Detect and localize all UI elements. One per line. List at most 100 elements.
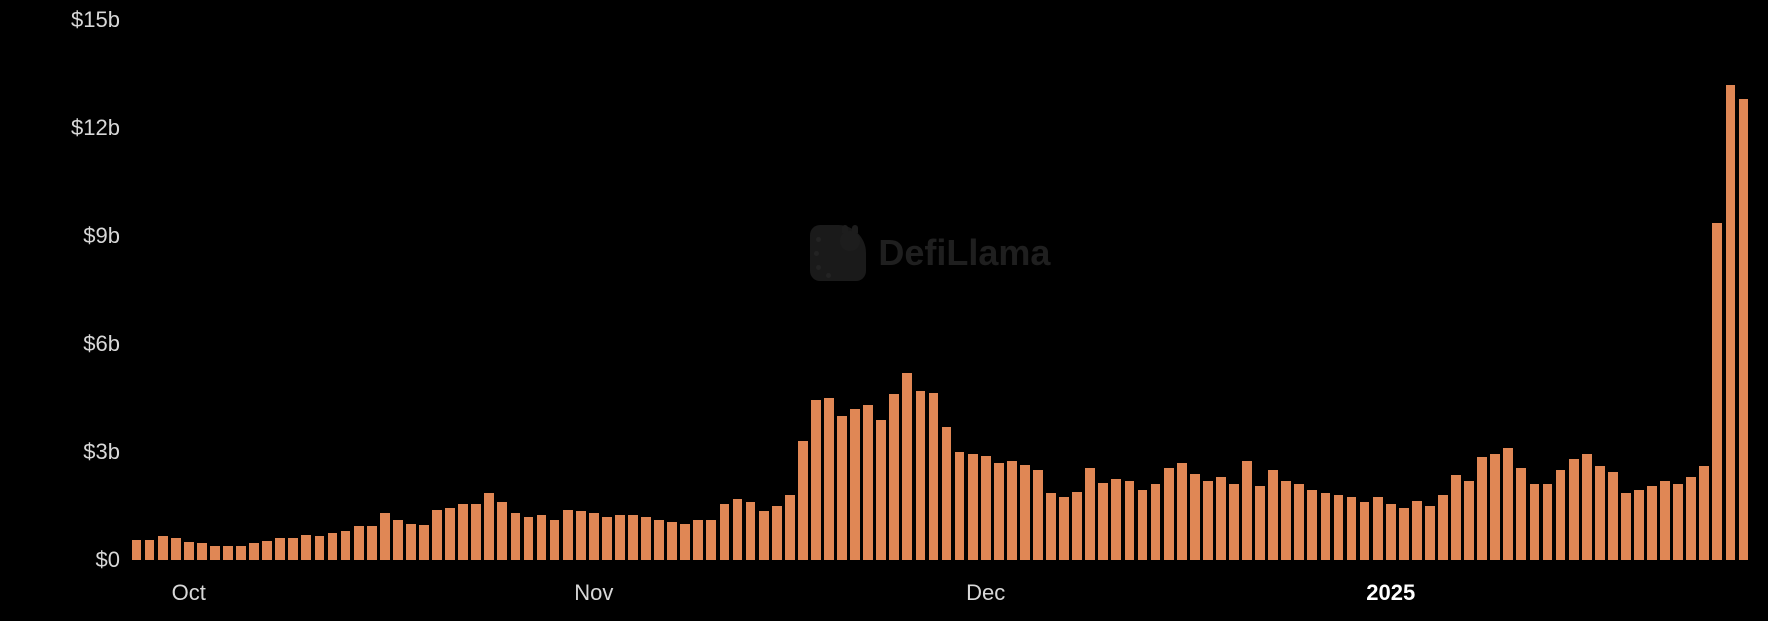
bar bbox=[563, 510, 573, 560]
bar bbox=[942, 427, 952, 560]
bar bbox=[955, 452, 965, 560]
bar bbox=[1608, 472, 1618, 560]
bar bbox=[824, 398, 834, 560]
bar bbox=[210, 546, 220, 560]
bar bbox=[1399, 508, 1409, 560]
bar bbox=[628, 515, 638, 560]
bar bbox=[393, 520, 403, 560]
bar bbox=[171, 538, 181, 560]
bar bbox=[1059, 497, 1069, 560]
bar bbox=[798, 441, 808, 560]
y-tick-label: $9b bbox=[83, 223, 120, 249]
bar bbox=[275, 538, 285, 560]
bar bbox=[1098, 483, 1108, 560]
bar bbox=[1255, 486, 1265, 560]
bar bbox=[158, 536, 168, 560]
bar bbox=[1739, 99, 1749, 560]
bar bbox=[693, 520, 703, 560]
bar bbox=[1530, 484, 1540, 560]
y-tick-label: $6b bbox=[83, 331, 120, 357]
bars-group bbox=[130, 20, 1750, 560]
bar bbox=[1556, 470, 1566, 560]
bar bbox=[1373, 497, 1383, 560]
bar bbox=[1438, 495, 1448, 560]
bar bbox=[1111, 479, 1121, 560]
bar bbox=[524, 517, 534, 560]
bar bbox=[837, 416, 847, 560]
bar bbox=[746, 502, 756, 560]
bar bbox=[1621, 493, 1631, 560]
bar bbox=[1072, 492, 1082, 560]
bar bbox=[733, 499, 743, 560]
bar bbox=[262, 541, 272, 560]
x-tick-label: 2025 bbox=[1366, 580, 1415, 606]
bar bbox=[876, 420, 886, 560]
x-tick-label: Dec bbox=[966, 580, 1005, 606]
bar bbox=[537, 515, 547, 560]
bar bbox=[602, 517, 612, 560]
bar bbox=[615, 515, 625, 560]
bar bbox=[706, 520, 716, 560]
bar bbox=[916, 391, 926, 560]
bar bbox=[497, 502, 507, 560]
bar bbox=[1307, 490, 1317, 560]
bar bbox=[341, 531, 351, 560]
bar bbox=[968, 454, 978, 560]
bar bbox=[471, 504, 481, 560]
y-tick-label: $3b bbox=[83, 439, 120, 465]
bar bbox=[1425, 506, 1435, 560]
bar bbox=[654, 520, 664, 560]
bar bbox=[576, 511, 586, 560]
bar bbox=[1033, 470, 1043, 560]
bar bbox=[1516, 468, 1526, 560]
bar bbox=[236, 546, 246, 560]
bar bbox=[667, 522, 677, 560]
bar bbox=[1190, 474, 1200, 560]
bar bbox=[367, 526, 377, 560]
y-tick-label: $12b bbox=[71, 115, 120, 141]
bar bbox=[1216, 477, 1226, 560]
bar bbox=[902, 373, 912, 560]
bar bbox=[550, 520, 560, 560]
x-tick-label: Oct bbox=[172, 580, 206, 606]
bar bbox=[981, 456, 991, 560]
bar bbox=[1360, 502, 1370, 560]
bar bbox=[641, 517, 651, 560]
bar bbox=[288, 538, 298, 560]
bar bbox=[1334, 495, 1344, 560]
bar bbox=[1647, 486, 1657, 560]
bar bbox=[328, 533, 338, 560]
bar bbox=[1412, 501, 1422, 560]
x-axis: OctNovDec2025 bbox=[130, 566, 1750, 606]
bar bbox=[772, 506, 782, 560]
bar bbox=[445, 508, 455, 560]
y-tick-label: $0 bbox=[96, 547, 120, 573]
bar bbox=[589, 513, 599, 560]
bar bbox=[1164, 468, 1174, 560]
bar bbox=[184, 542, 194, 560]
bar bbox=[1477, 457, 1487, 560]
bar bbox=[380, 513, 390, 560]
bar bbox=[1177, 463, 1187, 560]
bar bbox=[1321, 493, 1331, 560]
bar bbox=[1007, 461, 1017, 560]
bar bbox=[145, 540, 155, 560]
bar bbox=[1490, 454, 1500, 560]
bar bbox=[1699, 466, 1709, 560]
bar bbox=[1712, 223, 1722, 560]
bar bbox=[458, 504, 468, 560]
bar bbox=[223, 546, 233, 560]
bar bbox=[1503, 448, 1513, 560]
bar bbox=[315, 536, 325, 560]
bar bbox=[484, 493, 494, 560]
bar bbox=[1046, 493, 1056, 560]
bar bbox=[1347, 497, 1357, 560]
bar bbox=[759, 511, 769, 560]
bar bbox=[1673, 484, 1683, 560]
bar bbox=[929, 393, 939, 560]
bar bbox=[1268, 470, 1278, 560]
bar bbox=[1151, 484, 1161, 560]
bar bbox=[1595, 466, 1605, 560]
y-axis: $0$3b$6b$9b$12b$15b bbox=[0, 20, 120, 560]
bar bbox=[850, 409, 860, 560]
